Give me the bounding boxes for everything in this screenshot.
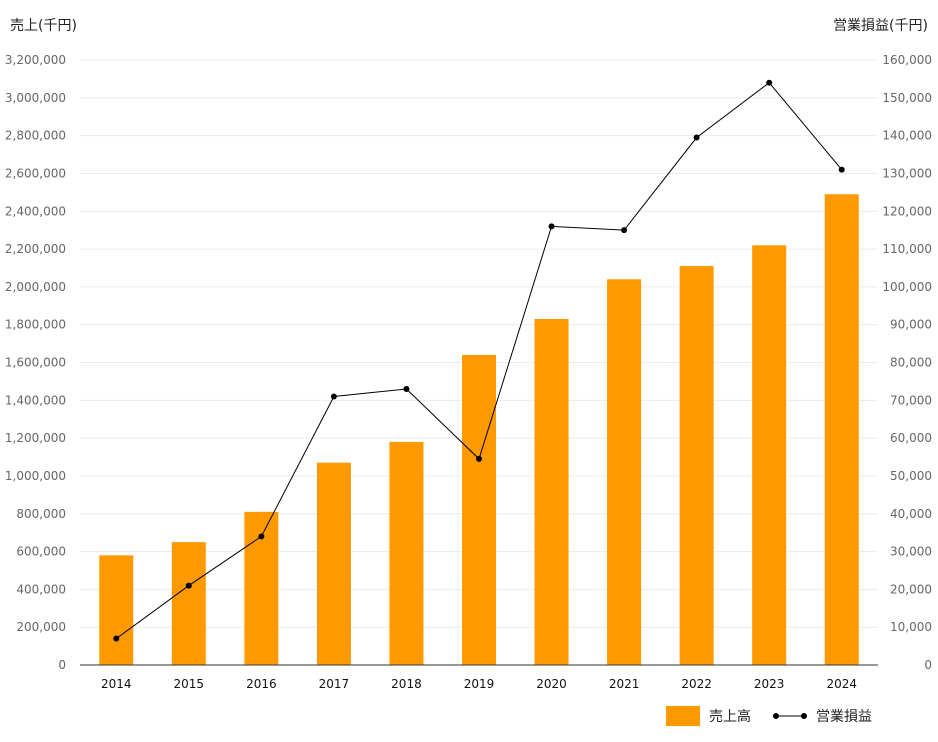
x-tick-label: 2014 (101, 677, 132, 691)
y-tick-label-right: 160,000 (882, 53, 932, 67)
y-tick-label-left: 2,600,000 (5, 166, 66, 180)
bar (462, 354, 496, 665)
bar (171, 542, 206, 665)
bar (824, 194, 859, 665)
legend-label-bar: 売上高 (709, 708, 751, 725)
bar (752, 245, 787, 665)
x-tick-label: 2017 (319, 677, 350, 691)
legend-label-line: 営業損益 (816, 709, 872, 725)
line-point (548, 223, 555, 230)
line-point (621, 227, 628, 234)
y-axis-left: 0 200,000 400,000 600,000 800,000 1,000,000 1,… (5, 53, 66, 672)
y-axis-title-right: 営業損益(千円) (833, 18, 928, 34)
y-tick-label-right: 60,000 (890, 431, 932, 445)
y-tick-label-left: 2,000,000 (5, 280, 66, 294)
bar (99, 555, 134, 665)
bar-series (99, 194, 859, 665)
line-point (185, 582, 192, 589)
y-tick-label-right: 130,000 (882, 166, 932, 180)
y-tick-label-right: 20,000 (890, 582, 932, 596)
y-tick-label-right: 150,000 (882, 91, 932, 105)
y-tick-label-left: 3,000,000 (5, 91, 66, 105)
y-tick-label-left: 2,200,000 (5, 242, 66, 256)
y-tick-label-right: 40,000 (890, 507, 932, 521)
x-tick-label: 2023 (754, 677, 785, 691)
line-point (330, 393, 337, 400)
line-point (693, 134, 700, 141)
line-point (766, 79, 773, 86)
x-tick-label: 2021 (609, 677, 640, 691)
y-tick-label-right: 90,000 (890, 318, 932, 332)
y-tick-label-left: 1,400,000 (5, 393, 66, 407)
y-tick-label-left: 400,000 (16, 582, 66, 596)
y-axis-title-left: 売上(千円) (10, 18, 77, 34)
x-tick-label: 2024 (826, 677, 857, 691)
legend-marker (773, 713, 779, 719)
line-point (838, 166, 845, 173)
y-tick-label-right: 10,000 (890, 620, 932, 634)
line-series (113, 79, 845, 642)
line-point (476, 455, 482, 462)
bar (534, 319, 569, 665)
x-axis: 2014 2015 2016 2017 2018 2019 2020 2021 2022 2023… (101, 677, 857, 691)
x-tick-label: 2022 (681, 677, 712, 691)
y-tick-label-right: 80,000 (890, 356, 932, 370)
y-tick-label-right: 140,000 (882, 129, 932, 143)
y-tick-label-right: 120,000 (882, 204, 932, 218)
line-point (403, 385, 410, 392)
bar (316, 462, 351, 665)
y-tick-label-left: 1,800,000 (5, 318, 66, 332)
y-tick-label-right: 70,000 (890, 393, 932, 407)
y-tick-label-right: 110,000 (882, 242, 932, 256)
y-tick-label-left: 1,200,000 (5, 431, 66, 445)
y-tick-label-left: 1,000,000 (5, 469, 66, 483)
y-tick-label-left: 2,800,000 (5, 129, 66, 143)
legend-swatch-bar (666, 706, 700, 726)
y-tick-label-left: 600,000 (16, 545, 66, 559)
bar (607, 279, 642, 665)
y-tick-label-left: 1,600,000 (5, 356, 66, 370)
legend: 売上高 営業損益 (666, 706, 872, 726)
y-tick-label-left: 200,000 (16, 620, 66, 634)
bar (679, 266, 714, 665)
y-tick-label-left: 3,200,000 (5, 53, 66, 67)
y-tick-label-right: 0 (924, 658, 932, 672)
y-tick-label-left: 800,000 (16, 507, 66, 521)
y-tick-label-left: 0 (58, 658, 66, 672)
legend-marker (801, 713, 807, 719)
y-tick-label-left: 2,400,000 (5, 204, 66, 218)
y-tick-label-right: 30,000 (890, 545, 932, 559)
x-tick-label: 2020 (536, 677, 567, 691)
y-axis-right: 0 10,000 20,000 30,000 40,000 50,000 60,000 70,… (882, 53, 932, 672)
x-tick-label: 2019 (464, 677, 495, 691)
y-tick-label-right: 100,000 (882, 280, 932, 294)
y-tick-label-right: 50,000 (890, 469, 932, 483)
bar (389, 441, 424, 665)
x-tick-label: 2016 (246, 677, 277, 691)
line-point (258, 533, 265, 540)
x-tick-label: 2015 (174, 677, 205, 691)
line-point (113, 635, 120, 642)
x-tick-label: 2018 (391, 677, 422, 691)
